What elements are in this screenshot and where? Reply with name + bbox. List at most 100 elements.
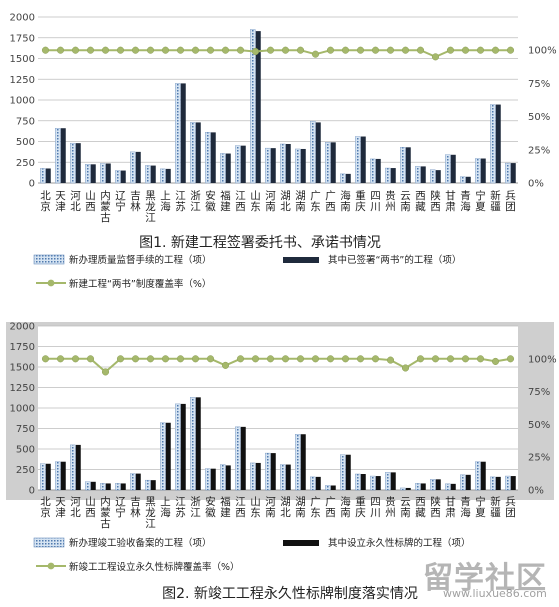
chart-1-legend-label-bar1: 新办理质量监督手续的工程（项）	[69, 254, 212, 266]
chart-1-bar-signed	[180, 83, 186, 183]
chart-1-coverage-point	[341, 46, 350, 54]
chart-1-category-label: 河南	[265, 190, 276, 213]
chart-1-category-label: 天津	[55, 190, 66, 213]
chart-2-category-label: 湖北	[280, 496, 291, 519]
chart-1-y2-tick-label: 0%	[528, 179, 544, 190]
chart-1-category-label: 福建	[220, 189, 231, 213]
chart-2-y2-tick-label: 25%	[528, 453, 550, 464]
chart-2-y-tick-label: 250	[16, 465, 35, 476]
chart-2-y-tick-label: 1250	[10, 383, 35, 394]
chart-2-y-tick-label: 0	[29, 486, 35, 497]
chart-1-coverage-point	[146, 46, 155, 54]
chart-2-bar-new	[490, 476, 496, 491]
chart-2-legend-label-line: 新竣工工程设立永久性标牌覆盖率（%）	[69, 561, 240, 573]
chart-1-bar-signed	[390, 168, 396, 183]
chart-1-bar-signed	[165, 168, 171, 183]
chart-1-coverage-point	[41, 46, 50, 54]
chart-2-bar-new	[430, 479, 436, 491]
chart-1-bar-new	[355, 136, 361, 184]
chart-2-y-tick-label: 1000	[10, 404, 35, 415]
chart-1-category-label: 黑龙江	[145, 190, 156, 224]
chart-1-bar-signed	[285, 143, 291, 183]
chart-1-bars	[40, 29, 516, 184]
chart-2-bar-signed	[210, 468, 216, 490]
chart-2-y2-tick-label: 50%	[528, 420, 550, 431]
chart-1-legend-swatch-bar2	[283, 257, 319, 263]
chart-2-bar-new	[130, 473, 136, 491]
chart-2-coverage-point	[416, 355, 425, 363]
chart-2-category-label: 西藏	[415, 496, 426, 519]
chart-2-bar-new	[175, 403, 181, 491]
chart-1-y2-tick-label: 75%	[528, 79, 550, 90]
chart-1-category-label: 内蒙古	[100, 189, 111, 224]
chart-1-legend-label-line: 新建工程“两书”制度覆盖率（%）	[69, 278, 211, 290]
chart-2-category-label: 湖南	[295, 496, 306, 519]
chart-2-legend: 新办理竣工验收备案的工程（项） 其中设立永久性标牌的工程（项） 新竣工工程设立永…	[33, 537, 471, 573]
chart-2-bar-signed	[180, 403, 186, 490]
chart-1-bar-new	[505, 162, 511, 184]
chart-2-coverage-point	[281, 355, 290, 363]
chart-1-bar-signed	[465, 176, 471, 183]
chart-1-bar-new	[325, 142, 331, 184]
chart-1-bar-new	[430, 169, 436, 184]
chart-2-bar-signed	[105, 483, 111, 490]
chart-1-bar-new	[295, 148, 301, 184]
chart-1-coverage-point	[311, 50, 320, 58]
chart-2-bar-new	[160, 422, 166, 491]
chart-2-bar-signed	[255, 462, 261, 490]
chart-1-bar-signed	[120, 170, 126, 183]
chart-2-y2-tick-label: 100%	[528, 354, 557, 365]
chart-1-coverage-point	[281, 46, 290, 54]
chart-1-title: 图1. 新建工程签署委托书、承诺书情况	[139, 234, 381, 251]
chart-1-category-label: 西藏	[415, 190, 426, 213]
chart-1-y-tick-label: 500	[16, 137, 35, 148]
chart-2-bar-signed	[300, 434, 306, 490]
chart-2-bar-signed	[330, 485, 336, 490]
chart-2-bar-signed	[345, 454, 351, 490]
chart-2-category-label: 浙江	[190, 496, 201, 519]
chart-2-coverage-point	[491, 357, 500, 365]
chart-1-bar-signed	[105, 163, 111, 183]
chart-1-y2-tick-label: 25%	[528, 145, 550, 156]
chart-1-category-label: 陕西	[430, 189, 441, 213]
chart-1-bar-new	[160, 168, 166, 184]
chart-1-bar-signed	[510, 163, 516, 183]
chart-1-y-tick-label: 750	[16, 116, 35, 127]
chart-1-y-tick-label: 0	[29, 179, 35, 190]
chart-1-bar-new	[145, 165, 151, 184]
chart-2-bar-new	[400, 487, 406, 491]
chart-2-bar-signed	[165, 422, 171, 490]
chart-1-bar-new	[40, 168, 46, 184]
chart-1-legend-marker	[47, 279, 55, 287]
chart-2-left-axis-ticks: 0 250 500 750 1000 1250 1500 1750 2000	[10, 322, 35, 497]
chart-1-bar-signed	[435, 170, 441, 183]
chart-1-bar-new	[400, 147, 406, 184]
chart-1-coverage-line	[41, 46, 515, 61]
chart-2-bar-signed	[495, 476, 501, 490]
chart-2-bar-new	[415, 483, 421, 491]
chart-1-y-tick-label: 1000	[10, 96, 35, 107]
chart-2-category-label: 福建	[220, 495, 231, 519]
chart-1-coverage-point	[326, 46, 335, 54]
chart-2-coverage-point	[131, 355, 140, 363]
chart-1-category-label: 云南	[400, 190, 411, 213]
chart-1-category-label: 湖北	[280, 190, 291, 213]
chart-2-bar-signed	[45, 463, 51, 490]
chart-2-coverage-point	[356, 355, 365, 363]
chart-2-coverage-point	[461, 355, 470, 363]
chart-1-category-label: 河北	[70, 190, 81, 213]
chart-2-category-label: 江苏	[175, 496, 186, 519]
chart-2-category-label: 兵团	[505, 495, 516, 519]
chart-2-coverage-point	[326, 355, 335, 363]
chart-2-bar-signed	[510, 476, 516, 490]
chart-1-y2-tick-label: 100%	[528, 46, 557, 57]
chart-2-coverage-point	[56, 355, 65, 363]
chart-1-bar-signed	[450, 154, 456, 183]
chart-2-bar-new	[265, 452, 271, 491]
chart-1-bar-new	[190, 122, 196, 184]
chart-2-legend-label-bar2: 其中设立永久性标牌的工程（项）	[328, 537, 471, 549]
chart-2-coverage-point	[101, 368, 110, 376]
chart-2-bars	[40, 397, 516, 491]
chart-2-category-label: 江西	[235, 496, 246, 519]
